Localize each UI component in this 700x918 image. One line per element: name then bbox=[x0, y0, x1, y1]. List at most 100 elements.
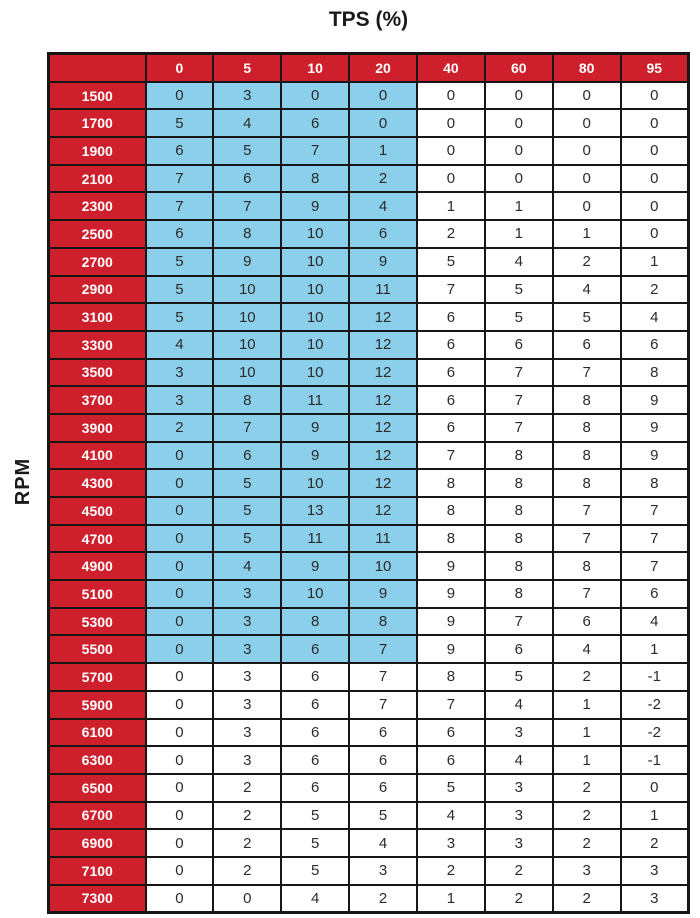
rpm-row-label: 2900 bbox=[47, 274, 147, 305]
value-cell: 10 bbox=[280, 357, 351, 388]
value-cell: 1 bbox=[619, 800, 690, 831]
table-row: 2900 5 10 10 11 7 5 4 2 bbox=[47, 274, 690, 305]
value-cell: 6 bbox=[483, 329, 554, 360]
value-cell: 6 bbox=[348, 745, 418, 775]
table-row: 6300 0 3 6 6 6 4 1 -1 bbox=[47, 745, 690, 775]
value-cell: 12 bbox=[348, 412, 418, 443]
value-cell: 12 bbox=[348, 385, 418, 415]
value-cell: 8 bbox=[551, 551, 622, 582]
value-cell: 0 bbox=[144, 745, 215, 775]
value-cell: 2 bbox=[619, 828, 690, 858]
value-cell: 5 bbox=[416, 246, 486, 277]
table-row: 5900 0 3 6 7 7 4 1 -2 bbox=[47, 689, 690, 720]
value-cell: 5 bbox=[212, 523, 283, 554]
value-cell: 2 bbox=[212, 800, 283, 831]
value-cell: 6 bbox=[280, 772, 351, 803]
value-cell: 2 bbox=[551, 828, 622, 858]
value-cell: 0 bbox=[483, 108, 554, 139]
value-cell: 9 bbox=[280, 440, 351, 471]
tps-column-header: 10 bbox=[280, 52, 351, 83]
value-cell: 8 bbox=[619, 468, 690, 498]
value-cell: 2 bbox=[212, 772, 283, 803]
table-row: 3100 5 10 10 12 6 5 5 4 bbox=[47, 302, 690, 332]
value-cell: 8 bbox=[619, 357, 690, 388]
value-cell: 7 bbox=[551, 496, 622, 526]
value-cell: 3 bbox=[144, 357, 215, 388]
rpm-row-label: 6100 bbox=[47, 717, 147, 748]
value-cell: 6 bbox=[348, 219, 418, 249]
value-cell: 1 bbox=[551, 219, 622, 249]
value-cell: 5 bbox=[483, 662, 554, 692]
value-cell: 11 bbox=[280, 523, 351, 554]
corner-cell bbox=[47, 52, 147, 83]
value-cell: 6 bbox=[551, 329, 622, 360]
value-cell: 4 bbox=[551, 634, 622, 665]
value-cell: 10 bbox=[212, 274, 283, 305]
value-cell: 9 bbox=[280, 551, 351, 582]
value-cell: 0 bbox=[416, 108, 486, 139]
value-cell: 2 bbox=[348, 163, 418, 194]
rpm-row-label: 6900 bbox=[47, 828, 147, 858]
value-cell: 8 bbox=[551, 385, 622, 415]
value-cell: 3 bbox=[348, 855, 418, 886]
value-cell: 0 bbox=[144, 772, 215, 803]
value-cell: -2 bbox=[619, 717, 690, 748]
value-cell: 4 bbox=[483, 689, 554, 720]
value-cell: 1 bbox=[551, 717, 622, 748]
value-cell: 3 bbox=[212, 579, 283, 609]
table-row: 2500 6 8 10 6 2 1 1 0 bbox=[47, 219, 690, 249]
value-cell: 10 bbox=[212, 302, 283, 332]
table-row: 6900 0 2 5 4 3 3 2 2 bbox=[47, 828, 690, 858]
value-cell: 8 bbox=[212, 219, 283, 249]
rpm-row-label: 4700 bbox=[47, 523, 147, 554]
value-cell: 3 bbox=[619, 883, 690, 914]
value-cell: 6 bbox=[416, 412, 486, 443]
value-cell: 0 bbox=[144, 606, 215, 637]
tps-column-header: 95 bbox=[619, 52, 690, 83]
value-cell: 6 bbox=[144, 136, 215, 166]
table-row: 7300 0 0 4 2 1 2 2 3 bbox=[47, 883, 690, 914]
value-cell: 0 bbox=[144, 717, 215, 748]
value-cell: 5 bbox=[551, 302, 622, 332]
value-cell: 0 bbox=[619, 191, 690, 222]
value-cell: 2 bbox=[212, 855, 283, 886]
value-cell: 1 bbox=[551, 689, 622, 720]
value-cell: 7 bbox=[551, 579, 622, 609]
value-cell: 8 bbox=[483, 551, 554, 582]
rpm-row-label: 3700 bbox=[47, 385, 147, 415]
value-cell: 9 bbox=[619, 440, 690, 471]
value-cell: 6 bbox=[416, 385, 486, 415]
value-cell: 3 bbox=[212, 717, 283, 748]
value-cell: 8 bbox=[551, 468, 622, 498]
value-cell: 7 bbox=[619, 496, 690, 526]
value-cell: 0 bbox=[144, 800, 215, 831]
value-cell: 3 bbox=[212, 80, 283, 111]
value-cell: 8 bbox=[483, 523, 554, 554]
value-cell: 0 bbox=[551, 191, 622, 222]
value-cell: 10 bbox=[212, 357, 283, 388]
value-cell: 9 bbox=[416, 634, 486, 665]
value-cell: 0 bbox=[144, 551, 215, 582]
rpm-row-label: 6300 bbox=[47, 745, 147, 775]
value-cell: 4 bbox=[483, 246, 554, 277]
y-axis-label: RPM bbox=[12, 457, 35, 506]
value-cell: 1 bbox=[483, 191, 554, 222]
value-cell: 7 bbox=[144, 163, 215, 194]
rpm-row-label: 4900 bbox=[47, 551, 147, 582]
value-cell: 8 bbox=[483, 440, 554, 471]
value-cell: 3 bbox=[212, 689, 283, 720]
value-cell: 3 bbox=[212, 662, 283, 692]
rpm-row-label: 5300 bbox=[47, 606, 147, 637]
tps-column-header: 40 bbox=[416, 52, 486, 83]
value-cell: 3 bbox=[212, 606, 283, 637]
y-axis-wrapper: RPM bbox=[0, 52, 47, 911]
rpm-row-label: 3300 bbox=[47, 329, 147, 360]
value-cell: 8 bbox=[416, 468, 486, 498]
value-cell: 1 bbox=[551, 745, 622, 775]
rpm-row-label: 1900 bbox=[47, 136, 147, 166]
value-cell: 7 bbox=[212, 412, 283, 443]
value-cell: 11 bbox=[348, 523, 418, 554]
value-cell: 0 bbox=[483, 80, 554, 111]
value-cell: 2 bbox=[416, 855, 486, 886]
rpm-row-label: 2500 bbox=[47, 219, 147, 249]
